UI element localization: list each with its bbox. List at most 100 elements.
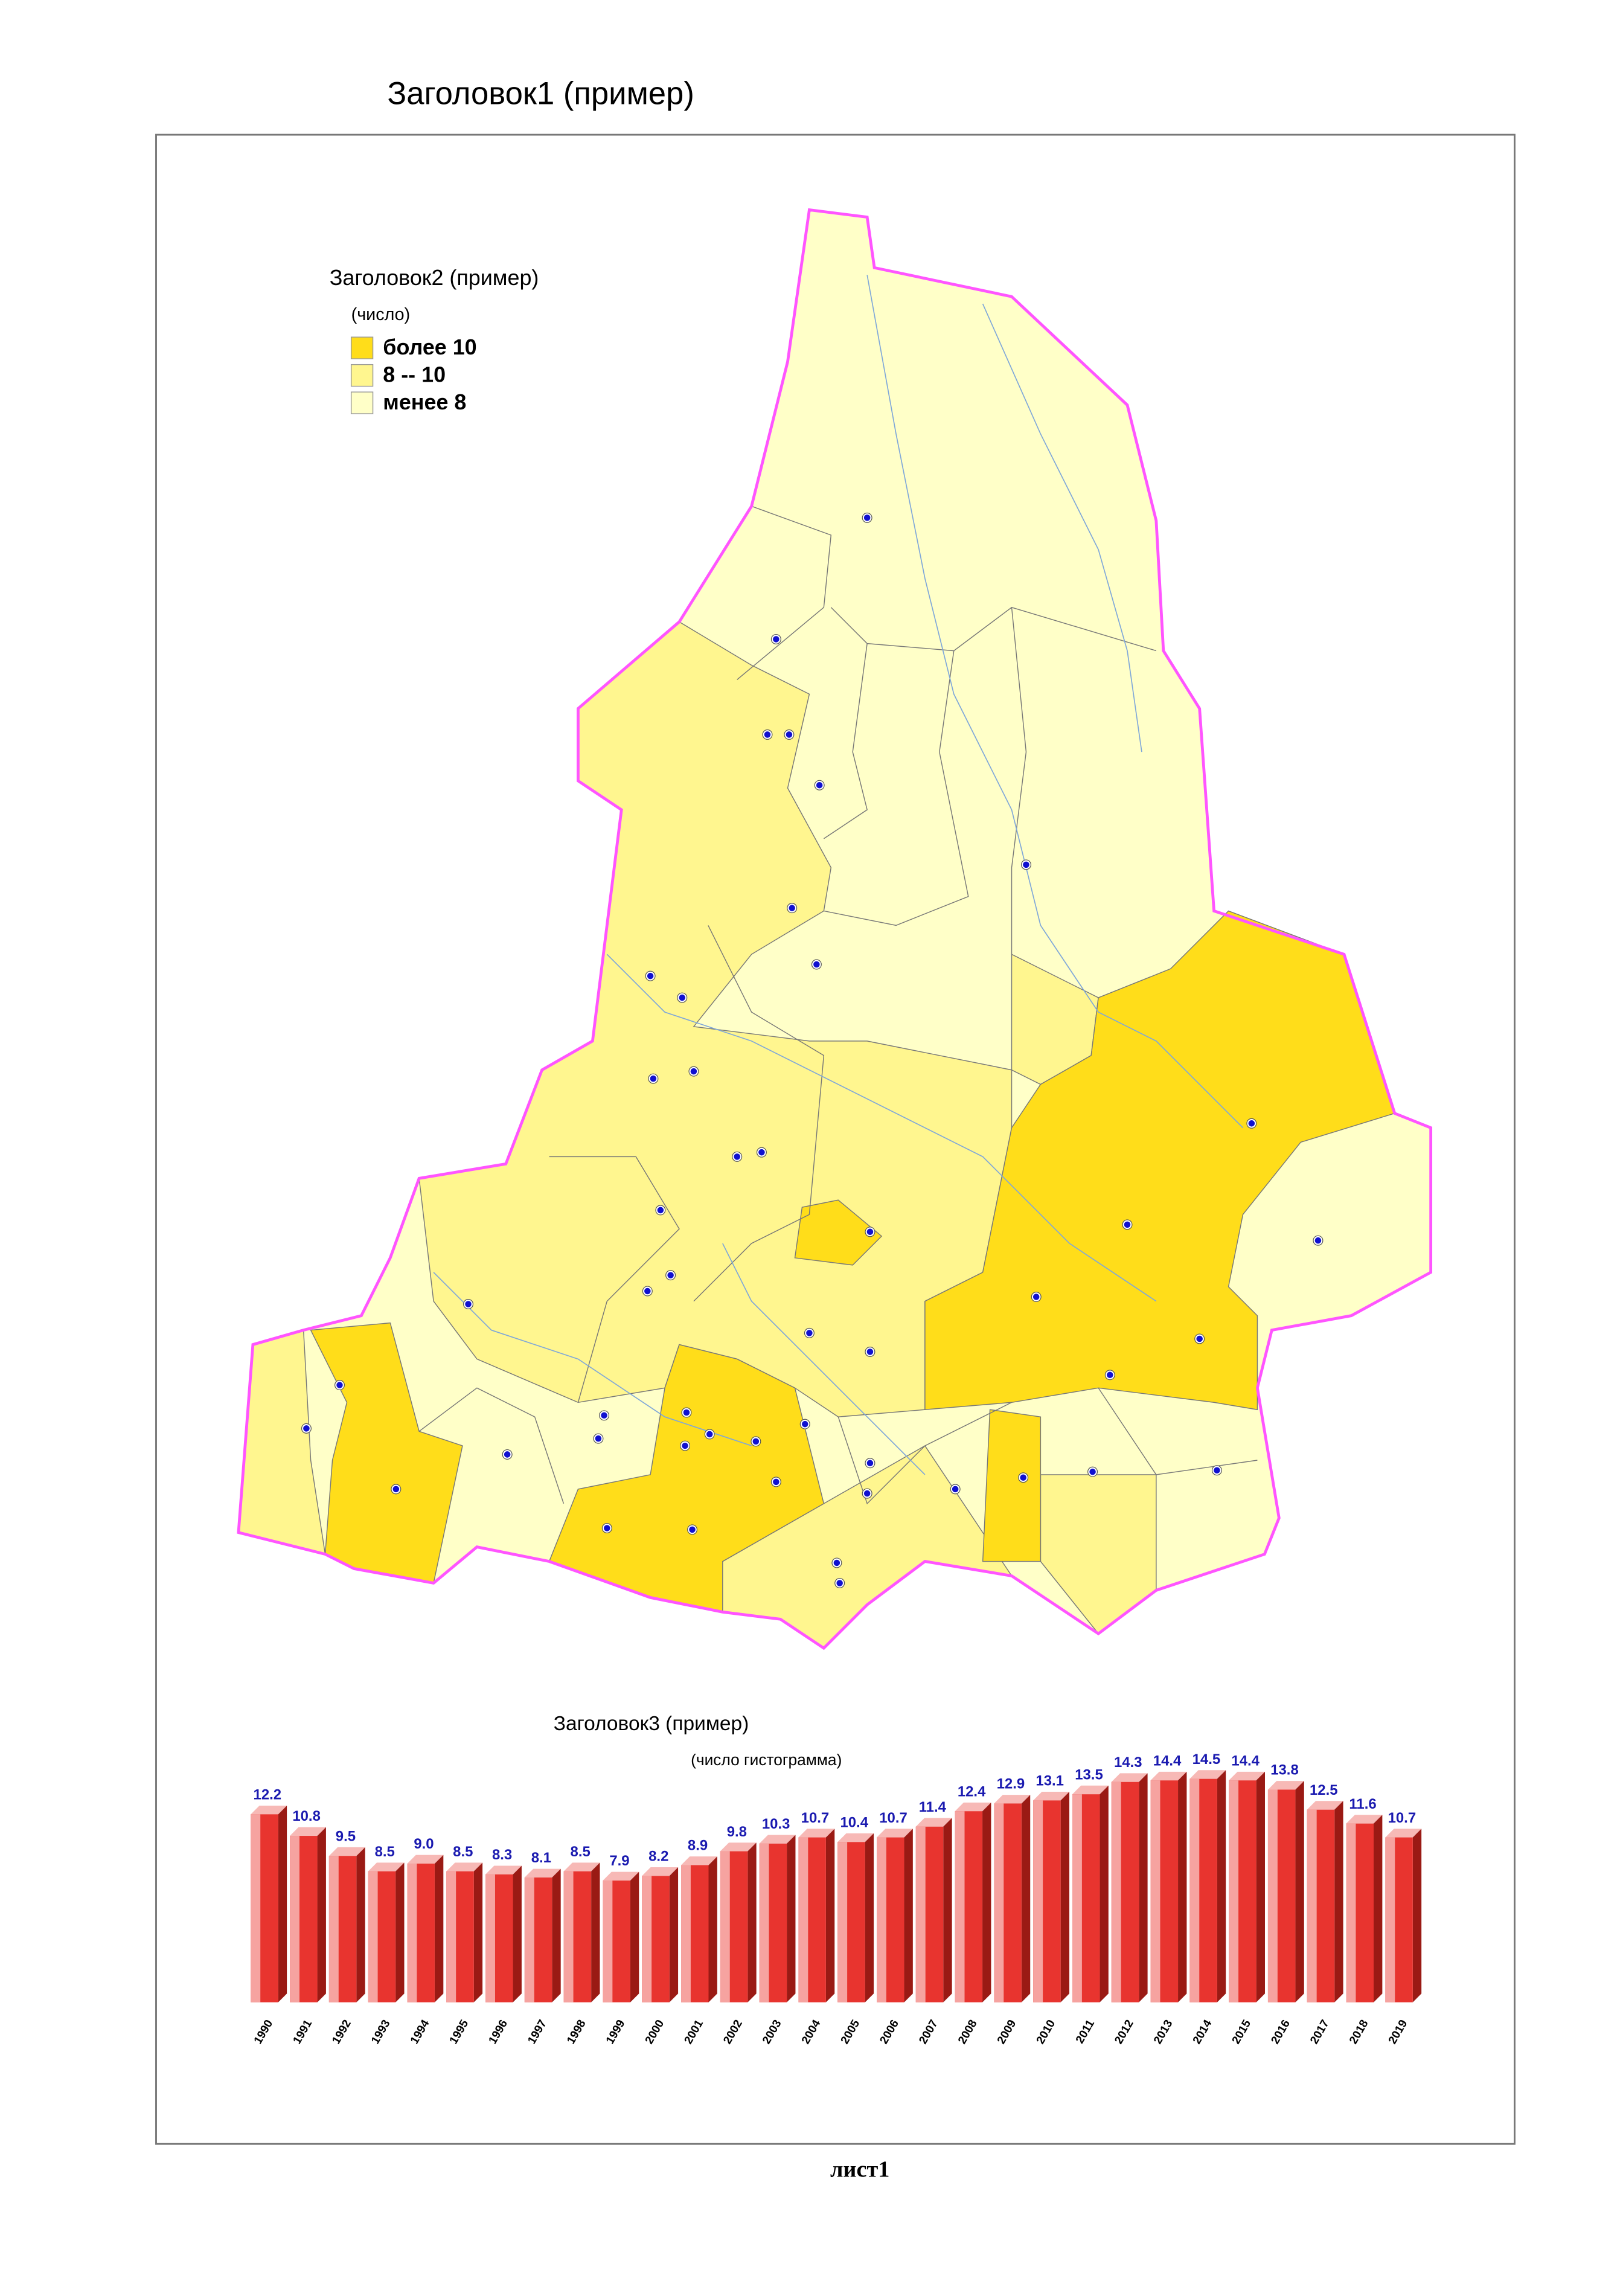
value-label: 13.5 [1075, 1766, 1103, 1783]
bar-top [1150, 1771, 1187, 1781]
bar-highlight [1072, 1794, 1082, 2003]
bar-top [915, 1818, 952, 1827]
region [982, 1409, 1042, 1562]
bar-side [513, 1865, 522, 2003]
settlement [952, 1486, 959, 1493]
settlement [682, 1442, 688, 1449]
settlement [650, 1075, 657, 1082]
settlement [816, 781, 823, 789]
x-tick-label: 1997 [525, 2018, 549, 2046]
bar-highlight [915, 1826, 926, 2003]
value-label: 10.3 [762, 1816, 790, 1832]
bar-side [943, 1818, 952, 2003]
x-tick-label: 1993 [369, 2018, 392, 2046]
value-label: 10.7 [1388, 1810, 1417, 1826]
x-tick-label: 2010 [1034, 2018, 1058, 2046]
x-tick-label: 2017 [1308, 2018, 1331, 2046]
bar-side [825, 1829, 835, 2003]
legend-swatch [350, 364, 374, 387]
bar-highlight [1229, 1780, 1239, 2003]
settlement [758, 1149, 765, 1156]
legend-swatch [350, 336, 374, 359]
bar-top [603, 1871, 639, 1881]
bar-side [865, 1833, 874, 2003]
x-tick-label: 2011 [1074, 2018, 1097, 2046]
rivers [433, 275, 1244, 1475]
bar-top [1229, 1771, 1265, 1781]
settlement [689, 1526, 696, 1533]
x-tick-label: 1991 [291, 2018, 315, 2047]
bar-side [473, 1862, 483, 2003]
region [794, 1199, 883, 1266]
bar-top [681, 1856, 717, 1865]
bar-top [1189, 1770, 1226, 1779]
settlement [801, 1420, 808, 1428]
settlement [866, 1460, 874, 1467]
bar-top [485, 1865, 522, 1874]
settlement [764, 731, 771, 738]
x-tick-label: 2008 [956, 2018, 980, 2047]
x-tick-label: 2000 [643, 2018, 667, 2046]
settlement [863, 515, 871, 521]
bar-top [759, 1835, 796, 1844]
value-label: 11.6 [1349, 1796, 1376, 1812]
bar-side [395, 1862, 405, 2003]
map [237, 208, 1433, 1650]
value-label: 10.7 [879, 1810, 908, 1826]
bar-side [904, 1829, 913, 2003]
bar-highlight [1307, 1809, 1317, 2003]
chart-title: Заголовок3 (пример) [554, 1713, 749, 1735]
x-tick-label: 2001 [682, 2018, 706, 2047]
value-label: 9.0 [414, 1836, 434, 1852]
bar-top [642, 1867, 679, 1876]
bar-side [278, 1805, 287, 2003]
value-label: 14.4 [1231, 1752, 1260, 1769]
settlement [1107, 1371, 1113, 1379]
value-label: 8.9 [688, 1838, 708, 1854]
value-label: 8.2 [648, 1849, 668, 1865]
value-label: 8.5 [571, 1844, 591, 1860]
bar-side [982, 1802, 991, 2003]
settlement [789, 905, 795, 911]
legend: более 10 8 -- 10 менее 8 [350, 335, 477, 414]
bar-side [1374, 1815, 1383, 2003]
chart-subtitle: (число гистограмма) [691, 1751, 842, 1769]
bar-highlight [251, 1814, 261, 2003]
x-tick-label: 1992 [330, 2018, 353, 2046]
settlement [679, 994, 686, 1001]
value-label: 13.8 [1270, 1762, 1299, 1778]
settlement [786, 731, 793, 738]
x-tick-label: 2003 [760, 2018, 784, 2046]
x-tick-label: 2014 [1191, 2018, 1215, 2047]
settlement [773, 1478, 779, 1486]
settlement [866, 1228, 874, 1236]
x-tick-label: 2015 [1230, 2018, 1254, 2047]
legend-label: более 10 [383, 335, 476, 359]
bar-top [955, 1802, 991, 1812]
x-tick-label: 2018 [1347, 2018, 1371, 2047]
bar-top [720, 1842, 757, 1852]
bar-top [290, 1827, 326, 1836]
bar-highlight [524, 1877, 534, 2003]
bar-side [1021, 1795, 1031, 2003]
settlement [667, 1272, 674, 1278]
bar-highlight [407, 1863, 417, 2003]
value-label: 12.2 [254, 1787, 282, 1803]
value-label: 12.9 [997, 1776, 1025, 1792]
value-label: 14.3 [1114, 1754, 1142, 1771]
value-label: 14.4 [1153, 1752, 1182, 1769]
settlement [657, 1207, 664, 1214]
value-label: 9.8 [727, 1824, 747, 1840]
bar-top [994, 1795, 1031, 1804]
bar-side [669, 1867, 679, 2003]
settlement [1196, 1335, 1203, 1342]
bar-top [563, 1862, 600, 1871]
bar-highlight [368, 1871, 378, 2003]
bar-highlight [681, 1865, 691, 2003]
page-title: Заголовок1 (пример) [387, 75, 694, 111]
bar-highlight [1033, 1800, 1043, 2003]
bar-highlight [290, 1836, 299, 2003]
settlement [336, 1382, 343, 1388]
bar-top [1033, 1791, 1070, 1801]
bar-highlight [563, 1871, 574, 2003]
